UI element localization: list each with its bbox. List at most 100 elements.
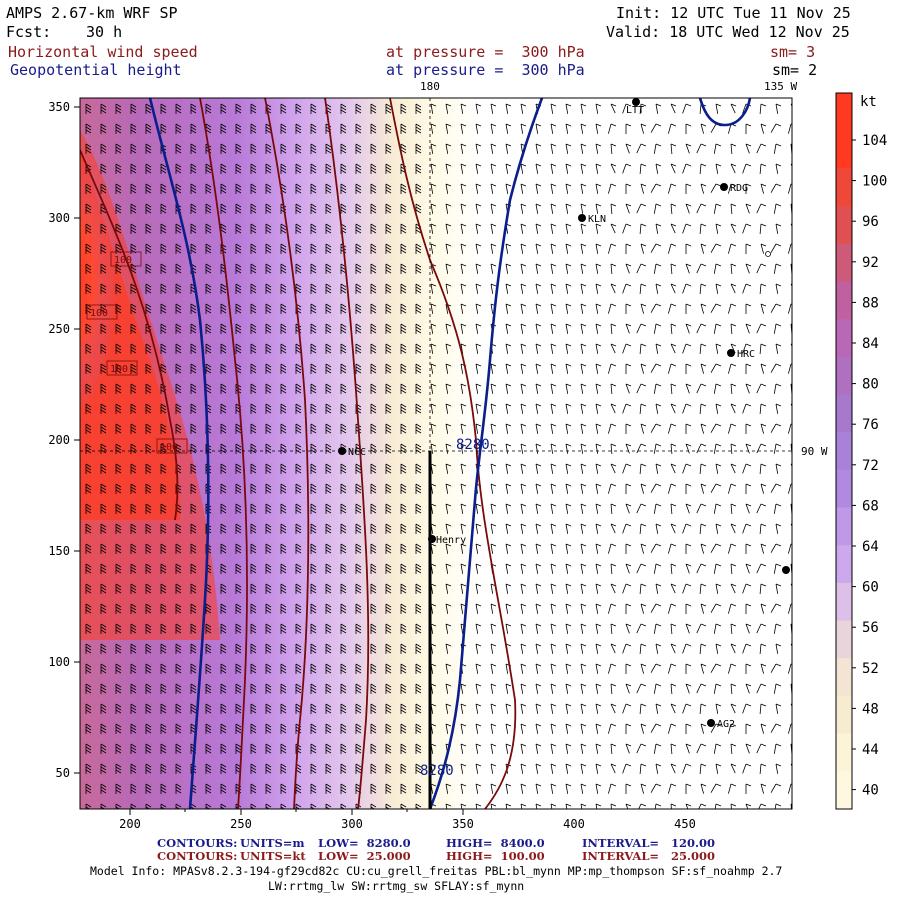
wind-barb — [760, 723, 767, 734]
wind-barb — [760, 603, 767, 614]
wind-barb — [340, 603, 347, 614]
wind-barb — [475, 583, 482, 594]
wind-barb — [699, 763, 707, 775]
wind-barb — [415, 383, 422, 394]
wind-barb — [370, 663, 377, 674]
wind-barb — [710, 543, 722, 553]
wind-barb — [535, 683, 542, 694]
wind-barb — [415, 723, 422, 734]
field2-level: at pressure = 300 hPa — [386, 61, 585, 79]
wind-barb — [385, 203, 392, 214]
wind-barb — [310, 383, 317, 394]
wind-barb — [295, 103, 302, 114]
wind-barb — [100, 543, 107, 554]
wind-barb — [115, 223, 122, 234]
wind-barb — [295, 563, 302, 574]
wind-barb — [250, 603, 257, 614]
wind-barb — [355, 443, 362, 454]
wind-barb — [415, 343, 422, 354]
wind-barb — [160, 163, 167, 174]
wind-barb — [160, 483, 167, 494]
wind-barb — [565, 363, 572, 374]
wind-barb — [565, 123, 572, 134]
wind-barb — [650, 543, 662, 553]
wind-barb — [460, 283, 467, 294]
wind-barb — [205, 243, 212, 254]
colorbar-label: 72 — [862, 458, 879, 474]
wind-barb — [205, 263, 212, 274]
wind-barb — [640, 243, 647, 254]
wind-barb — [430, 343, 437, 354]
wind-barb — [490, 463, 497, 474]
wind-barb — [550, 383, 557, 394]
wind-barb — [250, 743, 257, 754]
wind-barb — [190, 723, 197, 734]
wind-barb — [685, 723, 692, 734]
wind-barb — [100, 803, 107, 809]
colorbar-label: 76 — [862, 417, 879, 433]
colorbar-label: 96 — [862, 214, 879, 230]
wind-barb — [595, 263, 602, 274]
wind-barb — [160, 243, 167, 254]
wind-barb — [460, 203, 467, 214]
wind-barb — [265, 163, 272, 174]
wind-barb — [265, 803, 272, 809]
wind-barb — [475, 323, 482, 334]
wind-barb — [445, 223, 452, 234]
wind-barb — [340, 483, 347, 494]
wind-barb — [490, 663, 497, 674]
wind-barb — [535, 743, 542, 754]
wind-barb — [520, 783, 527, 794]
wind-barb — [235, 303, 242, 314]
wind-barb — [580, 583, 587, 594]
wind-barb — [175, 223, 182, 234]
wind-barb — [505, 243, 512, 254]
colorbar-swatch — [836, 582, 852, 622]
wind-barb — [742, 763, 752, 774]
wind-barb — [145, 503, 152, 514]
wind-barb — [85, 283, 92, 294]
wind-barb — [625, 483, 632, 494]
wind-barb — [565, 103, 572, 114]
wind-barb — [280, 403, 287, 414]
wind-barb — [280, 323, 287, 334]
wind-barb — [460, 743, 467, 754]
wind-barb — [625, 203, 632, 214]
wind-barb — [622, 643, 632, 654]
wind-barb — [355, 743, 362, 754]
wind-barb — [655, 283, 662, 294]
wind-barb — [355, 623, 362, 634]
wind-barb — [445, 603, 452, 614]
wind-barb — [250, 623, 257, 634]
wind-barb — [355, 263, 362, 274]
wind-barb — [505, 743, 512, 754]
wind-barb — [636, 623, 647, 634]
wind-barb — [370, 763, 377, 774]
wind-barb — [85, 223, 92, 234]
wind-barb — [550, 563, 557, 574]
wind-barb — [130, 803, 137, 809]
wind-barb — [190, 703, 197, 714]
wind-barb — [400, 603, 407, 614]
wind-barb — [100, 523, 107, 534]
wind-barb — [280, 423, 287, 434]
wind-barb — [756, 323, 767, 334]
wind-barb — [400, 683, 407, 694]
wind-barb — [760, 783, 767, 794]
wind-barb — [565, 383, 572, 394]
wind-barb — [653, 743, 662, 754]
wind-barb — [713, 323, 722, 334]
wind-barb — [130, 343, 137, 354]
wind-barb — [610, 623, 617, 635]
wind-barb — [445, 483, 452, 494]
wind-barb — [759, 403, 767, 415]
wind-barb — [715, 403, 722, 414]
wind-barb — [370, 463, 377, 474]
wind-barb — [715, 703, 722, 714]
wind-barb — [682, 703, 692, 714]
wind-barb — [682, 523, 692, 534]
wind-barb — [682, 283, 692, 294]
wind-barb — [310, 783, 317, 794]
wind-barb — [445, 263, 452, 274]
wind-barb — [310, 243, 317, 254]
